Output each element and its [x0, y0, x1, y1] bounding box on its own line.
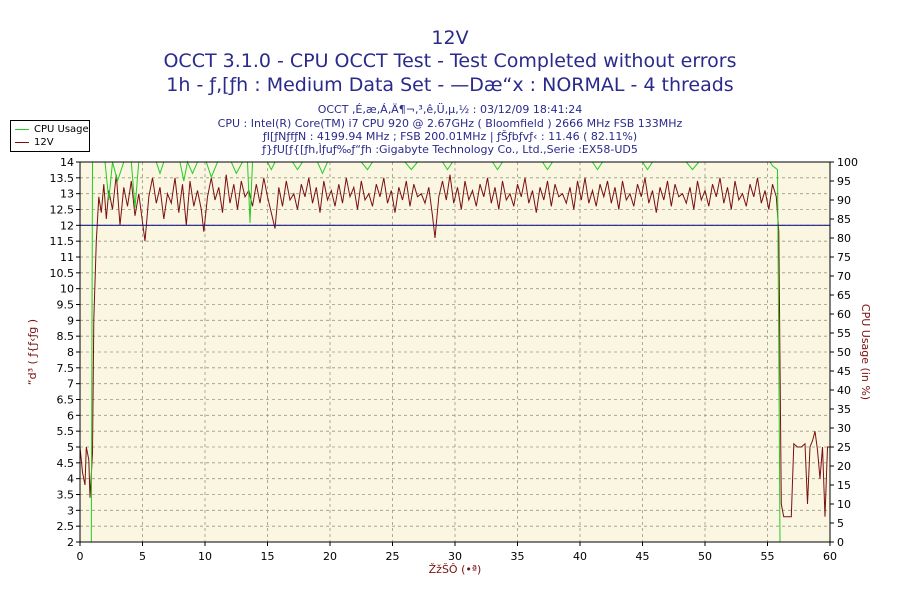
- y-left-tick-label: 8: [67, 346, 74, 359]
- y-left-tick-label: 6: [67, 409, 74, 422]
- x-tick-label: 50: [698, 550, 712, 563]
- y-right-tick-label: 75: [837, 251, 851, 264]
- plot-border: [79, 161, 831, 543]
- chart-subtitle-mode: 1h - ƒ‚[ƒh : Medium Data Set - —Dæ“x : N…: [166, 74, 734, 96]
- x-tick-label: 30: [448, 550, 462, 563]
- chart-legend: CPU Usage 12V: [10, 120, 90, 152]
- y-left-tick-label: 9: [67, 314, 74, 327]
- y-left-tick-label: 2.5: [57, 520, 75, 533]
- axes-group: [76, 161, 834, 546]
- series-line-12v: [79, 174, 830, 518]
- y-right-tick-label: 100: [837, 156, 858, 169]
- chart-title: 12V: [431, 27, 469, 49]
- y-left-tick-label: 3: [67, 504, 74, 517]
- y-right-tick-label: 55: [837, 327, 851, 340]
- y-right-tick-label: 30: [837, 422, 851, 435]
- y-right-tick-label: 70: [837, 270, 851, 283]
- y-left-tick-label: 6.5: [57, 394, 75, 407]
- x-tick-label: 20: [323, 550, 337, 563]
- y-left-tick-label: 10: [60, 283, 74, 296]
- info-generated: OCCT ‚É‚æ‚Á‚Ä¶¬‚³‚ê‚Ü‚µ‚½ : 03/12/09 18:…: [317, 103, 583, 116]
- y-left-tick-label: 14: [60, 156, 74, 169]
- tick-labels: 2 2.5 3 3.5 4 4.5 5 5.5 6 6.5 7 7.5 8 8.5 9 9.5 10 10.5 11…: [50, 156, 859, 563]
- legend-swatch-12v: [15, 141, 29, 143]
- legend-entry-cpu-usage: CPU Usage: [15, 123, 89, 135]
- y-left-tick-label: 10.5: [50, 267, 75, 280]
- y-left-tick-label: 7: [67, 378, 74, 391]
- legend-label-12v: 12V: [34, 136, 54, 148]
- info-overclock: ƒI[ƒNƒfƒN : 4199.94 MHz ; FSB 200.01MHz …: [262, 130, 638, 143]
- x-tick-label: 25: [386, 550, 400, 563]
- x-tick-label: 10: [198, 550, 212, 563]
- info-motherboard: ƒ}ƒU[ƒ{[ƒh‚Ìƒuƒ‰ƒ“ƒh :Gigabyte Technolog…: [262, 143, 638, 156]
- y-left-tick-label: 13.5: [50, 172, 75, 185]
- chart-subtitle-test: OCCT 3.1.0 - CPU OCCT Test - Test Comple…: [163, 50, 737, 72]
- y-right-tick-label: 60: [837, 308, 851, 321]
- y-left-tick-label: 7.5: [57, 362, 75, 375]
- y-right-tick-label: 5: [837, 517, 844, 530]
- y-left-tick-label: 12.5: [50, 204, 75, 217]
- legend-swatch-cpu-usage: [15, 128, 29, 130]
- y-right-tick-label: 0: [837, 536, 844, 549]
- y-right-tick-label: 10: [837, 498, 851, 511]
- y-right-tick-label: 90: [837, 194, 851, 207]
- y-left-tick-label: 5: [67, 441, 74, 454]
- x-tick-label: 55: [761, 550, 775, 563]
- y-left-tick-label: 12: [60, 219, 74, 232]
- x-tick-label: 35: [511, 550, 525, 563]
- y-left-tick-label: 11.5: [50, 235, 75, 248]
- y-right-tick-label: 45: [837, 365, 851, 378]
- x-tick-label: 40: [573, 550, 587, 563]
- x-tick-label: 0: [77, 550, 84, 563]
- y-right-tick-label: 50: [837, 346, 851, 359]
- y-left-tick-label: 8.5: [57, 330, 75, 343]
- y-left-tick-label: 3.5: [57, 489, 75, 502]
- y-right-tick-label: 35: [837, 403, 851, 416]
- y-right-tick-label: 85: [837, 213, 851, 226]
- y-left-tick-label: 13: [60, 188, 74, 201]
- y-left-tick-label: 9.5: [57, 299, 75, 312]
- y-left-tick-label: 4: [67, 473, 74, 486]
- legend-entry-12v: 12V: [15, 136, 54, 148]
- y-right-tick-label: 80: [837, 232, 851, 245]
- x-tick-label: 45: [636, 550, 650, 563]
- x-tick-label: 15: [261, 550, 275, 563]
- y-right-tick-label: 20: [837, 460, 851, 473]
- y-right-tick-label: 25: [837, 441, 851, 454]
- x-tick-label: 60: [823, 550, 837, 563]
- y-axis-right-label: CPU Usage (in %): [859, 304, 872, 400]
- y-right-tick-label: 95: [837, 175, 851, 188]
- y-right-tick-label: 15: [837, 479, 851, 492]
- legend-label-cpu-usage: CPU Usage: [34, 123, 89, 135]
- y-axis-left-label: “d³ ( ƒ{ƒ‹ƒg ): [26, 319, 39, 385]
- x-tick-label: 5: [139, 550, 146, 563]
- y-right-tick-label: 40: [837, 384, 851, 397]
- y-left-tick-label: 11: [60, 251, 74, 264]
- info-cpu: CPU : Intel(R) Core(TM) i7 CPU 920 @ 2.6…: [217, 117, 683, 130]
- y-left-tick-label: 2: [67, 536, 74, 549]
- y-left-tick-label: 4.5: [57, 457, 75, 470]
- x-axis-label: ŽžŠÔ (•ª): [429, 563, 482, 576]
- y-right-tick-label: 65: [837, 289, 851, 302]
- y-left-tick-label: 5.5: [57, 425, 75, 438]
